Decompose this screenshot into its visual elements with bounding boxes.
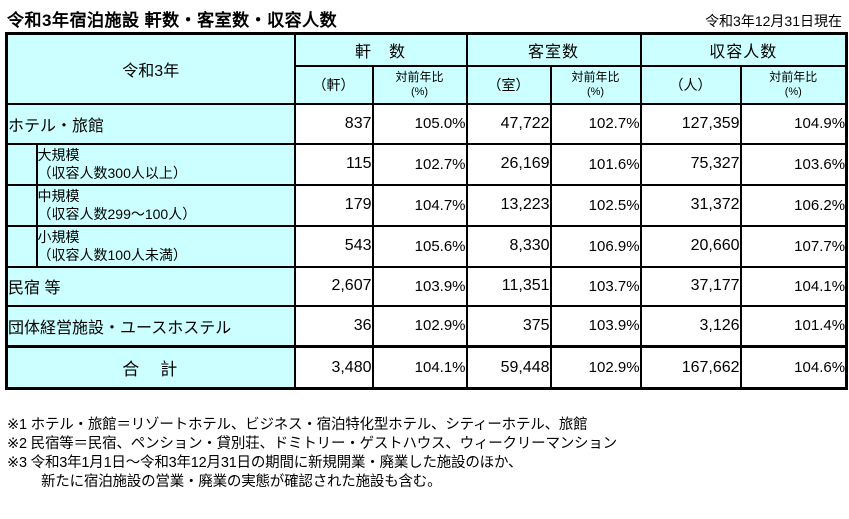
value-cell: 26,169 <box>465 142 552 186</box>
yoy-cell: 105.6% <box>371 224 468 268</box>
hierarchy-indent <box>5 224 38 268</box>
footnote-1: ※1 ホテル・旅館＝リゾートホテル、ビジネス・宿泊特化型ホテル、シティーホテル、… <box>7 417 588 433</box>
unit-header-nin: （人） <box>639 64 742 105</box>
header-row-units: （軒） 対前年比 (%) （室） 対前年比 (%) （人） 対前年比 (%) <box>7 64 848 105</box>
value-cell: 837 <box>293 102 374 145</box>
footnote-2: ※2 民宿等＝民宿、ペンション・貸別荘、ドミトリー・ゲストハウス、ウィークリーマ… <box>7 436 617 452</box>
value-cell: 543 <box>293 224 374 268</box>
value-cell: 20,660 <box>639 224 742 268</box>
as-of-date: 令和3年12月31日現在 <box>705 13 842 29</box>
value-cell: 13,223 <box>465 183 552 227</box>
value-cell: 115 <box>293 142 374 186</box>
table-row-minshuku: 民宿 等 2,607 103.9% 11,351 103.7% 37,177 1… <box>5 265 848 307</box>
yoy-cell: 103.7% <box>549 265 642 307</box>
table-row-medium: 中規模 （収容人数299～100人） 179 104.7% 13,223 102… <box>5 183 848 227</box>
row-label: 団体経営施設・ユースホステル <box>5 304 296 348</box>
row-label: 民宿 等 <box>5 265 296 307</box>
yoy-cell: 103.9% <box>371 265 468 307</box>
table-row-large: 大規模 （収容人数300人以上） 115 102.7% 26,169 101.6… <box>5 142 848 186</box>
row-label: 大規模 （収容人数300人以上） <box>35 142 296 186</box>
yoy-cell: 107.7% <box>739 224 848 268</box>
yoy-cell: 105.0% <box>371 102 468 145</box>
value-cell: 11,351 <box>465 265 552 307</box>
group-header-shuyo: 収容人数 <box>639 32 848 67</box>
value-cell: 3,480 <box>293 345 374 390</box>
corner-header: 令和3年 <box>5 32 296 105</box>
footnotes: ※1 ホテル・旅館＝リゾートホテル、ビジネス・宿泊特化型ホテル、シティーホテル、… <box>5 416 845 492</box>
value-cell: 2,607 <box>293 265 374 307</box>
yoy-cell: 103.6% <box>739 142 848 186</box>
table-row-small: 小規模 （収容人数100人未満） 543 105.6% 8,330 106.9%… <box>5 224 848 268</box>
unit-header-ken: （軒） <box>293 64 374 105</box>
yoy-cell: 102.9% <box>371 304 468 348</box>
group-header-ken: 軒 数 <box>293 32 468 67</box>
footnote-3: ※3 令和3年1月1日～令和3年12月31日の期間に新規開業・廃業した施設のほか… <box>7 455 523 471</box>
yoy-cell: 103.9% <box>549 304 642 348</box>
value-cell: 47,722 <box>465 102 552 145</box>
footnote-3-continued: 新たに宿泊施設の営業・廃業の実態が確認された施設も含む。 <box>41 474 442 490</box>
group-header-kyakushitsu: 客室数 <box>465 32 642 67</box>
row-label: ホテル・旅館 <box>5 102 296 144</box>
yoy-cell: 104.9% <box>739 102 848 145</box>
yoy-cell: 102.9% <box>549 345 642 390</box>
value-cell: 75,327 <box>639 142 742 186</box>
value-cell: 59,448 <box>465 345 552 390</box>
table-row-total: 合 計 3,480 104.1% 59,448 102.9% 167,662 1… <box>5 345 848 390</box>
hierarchy-indent <box>5 183 38 227</box>
yoy-header-shitsu: 対前年比 (%) <box>549 64 642 105</box>
yoy-cell: 102.5% <box>549 183 642 227</box>
hierarchy-indent <box>5 142 38 186</box>
yoy-cell: 101.4% <box>739 304 848 348</box>
yoy-cell: 104.1% <box>739 265 848 307</box>
value-cell: 167,662 <box>639 345 742 390</box>
unit-header-shitsu: （室） <box>465 64 552 105</box>
yoy-cell: 101.6% <box>549 142 642 186</box>
yoy-header-nin: 対前年比 (%) <box>739 64 848 105</box>
row-label: 中規模 （収容人数299～100人） <box>35 183 296 227</box>
value-cell: 37,177 <box>639 265 742 307</box>
value-cell: 127,359 <box>639 102 742 145</box>
value-cell: 179 <box>293 183 374 227</box>
yoy-cell: 104.1% <box>371 345 468 390</box>
yoy-cell: 106.2% <box>739 183 848 227</box>
statistics-table: 令和3年 軒 数 客室数 収容人数 （軒） 対前年比 (%) （室） 対前年比 (%… <box>5 32 849 390</box>
yoy-header-ken: 対前年比 (%) <box>371 64 468 105</box>
page-title: 令和3年宿泊施設 軒数・客室数・収容人数 <box>7 11 338 30</box>
document-header: 令和3年宿泊施設 軒数・客室数・収容人数 令和3年12月31日現在 <box>5 4 845 32</box>
yoy-cell: 102.7% <box>371 142 468 186</box>
value-cell: 36 <box>293 304 374 348</box>
yoy-cell: 104.7% <box>371 183 468 227</box>
table-row-hotel-ryokan: ホテル・旅館 837 105.0% 47,722 102.7% 127,359 … <box>5 102 848 145</box>
yoy-cell: 106.9% <box>549 224 642 268</box>
value-cell: 31,372 <box>639 183 742 227</box>
row-label: 合 計 <box>5 345 296 390</box>
value-cell: 375 <box>465 304 552 348</box>
yoy-cell: 102.7% <box>549 102 642 145</box>
row-label: 小規模 （収容人数100人未満） <box>35 224 296 268</box>
header-row-groups: 令和3年 軒 数 客室数 収容人数 <box>5 32 848 105</box>
table-row-group-hostel: 団体経営施設・ユースホステル 36 102.9% 375 103.9% 3,12… <box>5 304 848 348</box>
yoy-cell: 104.6% <box>739 345 848 390</box>
value-cell: 3,126 <box>639 304 742 348</box>
value-cell: 8,330 <box>465 224 552 268</box>
